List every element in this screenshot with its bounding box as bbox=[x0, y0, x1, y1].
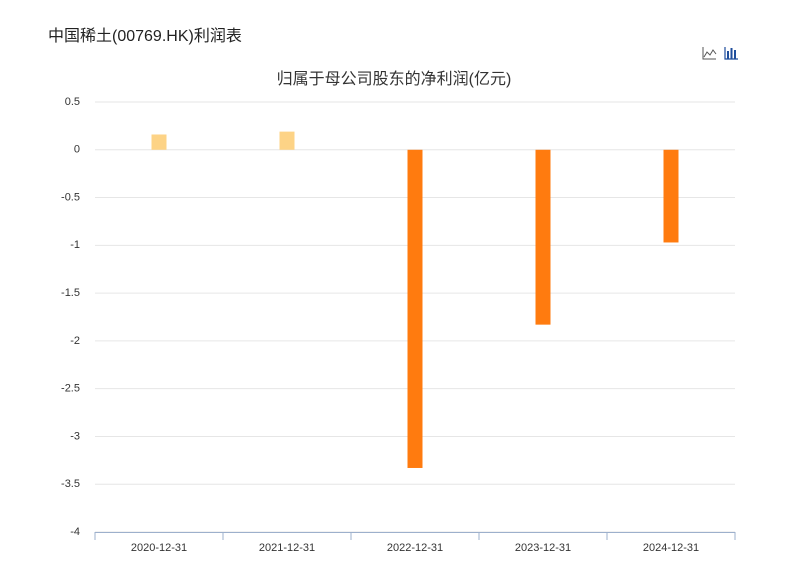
x-tick-label: 2024-12-31 bbox=[643, 542, 699, 554]
line-chart-button[interactable] bbox=[702, 46, 717, 60]
y-tick-label: -3.5 bbox=[61, 478, 80, 490]
bar bbox=[151, 134, 167, 150]
y-tick-label: -3 bbox=[70, 430, 80, 442]
bar bbox=[663, 149, 679, 243]
chart-title: 归属于母公司股东的净利润(亿元) bbox=[277, 70, 512, 88]
x-tick-label: 2021-12-31 bbox=[259, 542, 315, 554]
x-tick-label: 2020-12-31 bbox=[131, 542, 187, 554]
y-tick-label: -4 bbox=[70, 526, 80, 538]
bar bbox=[279, 131, 295, 150]
x-tick-label: 2023-12-31 bbox=[515, 542, 571, 554]
y-tick-label: -2.5 bbox=[61, 383, 80, 395]
page-title: 中国稀土(00769.HK)利润表 bbox=[48, 28, 242, 45]
x-tick-label: 2022-12-31 bbox=[387, 542, 443, 554]
y-tick-label: -1 bbox=[70, 239, 80, 251]
bar-chart-button[interactable] bbox=[724, 47, 738, 60]
y-tick-label: -1.5 bbox=[61, 287, 80, 299]
y-tick-label: -2 bbox=[70, 335, 80, 347]
bar bbox=[407, 149, 423, 468]
y-tick-label: -0.5 bbox=[61, 191, 80, 203]
y-tick-label: 0.5 bbox=[65, 96, 80, 108]
y-tick-label: 0 bbox=[74, 144, 80, 156]
bar bbox=[535, 149, 551, 325]
